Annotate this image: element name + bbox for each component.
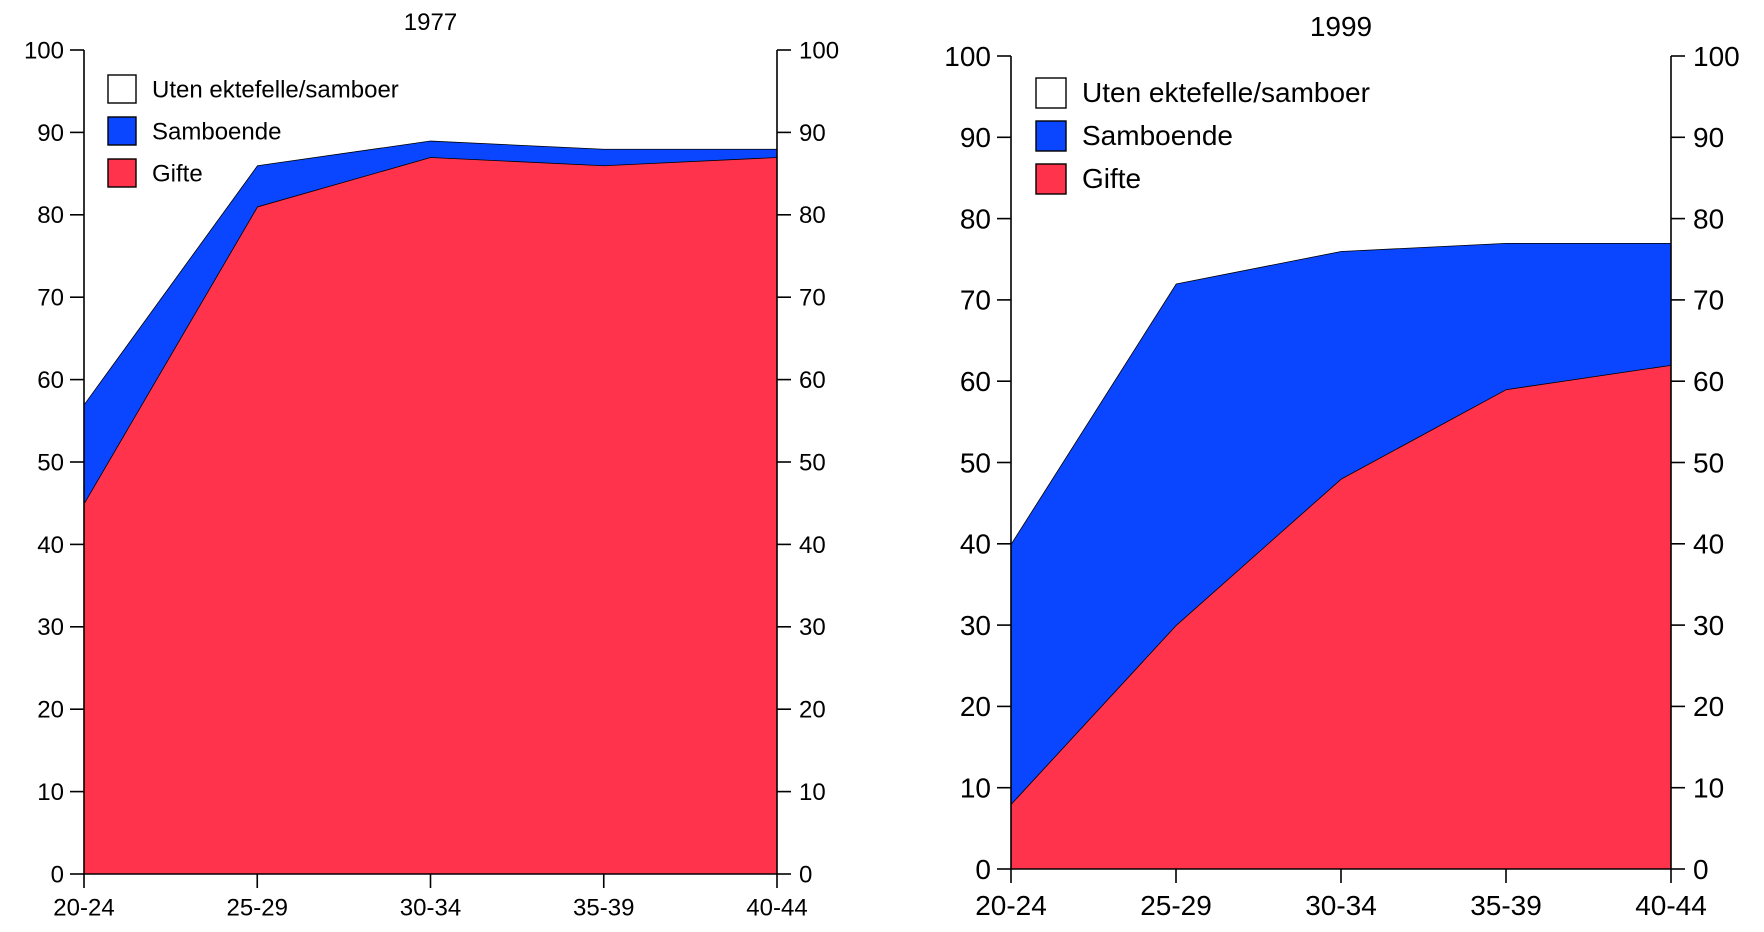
y-tick-label-left: 50 — [37, 449, 64, 476]
y-tick-label-right: 70 — [799, 285, 826, 312]
legend-swatch — [1035, 120, 1067, 152]
x-tick-label: 35-39 — [573, 895, 634, 922]
y-tick-label-left: 70 — [37, 285, 64, 312]
y-tick-label-right: 40 — [1693, 529, 1724, 560]
area-uten-ektefelle-samboer — [1011, 56, 1671, 544]
area-uten-ektefelle-samboer — [84, 50, 777, 405]
y-tick-label-left: 20 — [960, 691, 991, 722]
legend-swatch — [1035, 77, 1067, 109]
y-tick-label-right: 10 — [799, 779, 826, 806]
y-tick-label-right: 20 — [799, 697, 826, 724]
y-tick-label-left: 0 — [51, 861, 64, 888]
chart-title: 1977 — [404, 9, 457, 36]
x-tick-label: 20-24 — [53, 895, 114, 922]
y-tick-label-right: 90 — [799, 120, 826, 147]
y-tick-label-left: 90 — [37, 120, 64, 147]
x-tick-label: 25-29 — [227, 895, 288, 922]
y-tick-label-left: 10 — [960, 773, 991, 804]
y-tick-label-left: 100 — [944, 41, 991, 72]
x-tick-label: 35-39 — [1470, 890, 1542, 921]
y-tick-label-right: 80 — [799, 202, 826, 229]
y-tick-label-right: 0 — [1693, 854, 1709, 885]
legend-swatch — [1035, 163, 1067, 195]
y-tick-label-right: 100 — [799, 37, 839, 64]
area-gifte — [1011, 364, 1671, 869]
y-tick-label-right: 0 — [799, 861, 812, 888]
y-tick-label-left: 50 — [960, 447, 991, 478]
y-tick-label-right: 100 — [1693, 41, 1740, 72]
y-tick-label-left: 20 — [37, 697, 64, 724]
area-samboende — [1011, 242, 1671, 804]
y-tick-label-left: 80 — [37, 202, 64, 229]
legend-label: Uten ektefelle/samboer — [152, 76, 399, 103]
y-tick-label-right: 10 — [1693, 773, 1724, 804]
legend-label: Gifte — [1082, 163, 1141, 194]
area-gifte — [84, 157, 777, 874]
legend-label: Samboende — [152, 118, 281, 145]
y-tick-label-left: 60 — [37, 367, 64, 394]
x-tick-label: 40-44 — [746, 895, 807, 922]
y-tick-label-left: 100 — [24, 37, 64, 64]
x-tick-label: 30-34 — [1305, 890, 1377, 921]
y-tick-label-left: 40 — [37, 532, 64, 559]
legend-label: Samboende — [1082, 120, 1233, 151]
y-tick-label-right: 40 — [799, 532, 826, 559]
y-tick-label-left: 70 — [960, 285, 991, 316]
y-tick-label-left: 30 — [37, 614, 64, 641]
y-tick-label-right: 30 — [1693, 610, 1724, 641]
legend-swatch — [107, 74, 137, 104]
y-tick-label-right: 80 — [1693, 203, 1724, 234]
y-tick-label-right: 60 — [799, 367, 826, 394]
y-tick-label-right: 70 — [1693, 285, 1724, 316]
legend-swatch — [107, 116, 137, 146]
x-tick-label: 40-44 — [1635, 890, 1707, 921]
x-tick-label: 30-34 — [400, 895, 461, 922]
legend-label: Gifte — [152, 160, 203, 187]
y-tick-label-left: 10 — [37, 779, 64, 806]
legend-swatch — [107, 158, 137, 188]
y-tick-label-left: 40 — [960, 529, 991, 560]
y-tick-label-right: 90 — [1693, 122, 1724, 153]
y-tick-label-left: 90 — [960, 122, 991, 153]
y-tick-label-right: 20 — [1693, 691, 1724, 722]
x-tick-label: 25-29 — [1140, 890, 1212, 921]
panel-1977: 0 0 10 10 20 20 30 30 40 40 50 50 60 60 70 70 80 80 90 90 10… — [24, 9, 839, 922]
y-tick-label-left: 0 — [975, 854, 991, 885]
y-tick-label-right: 30 — [799, 614, 826, 641]
legend-label: Uten ektefelle/samboer — [1082, 77, 1370, 108]
y-tick-label-left: 80 — [960, 203, 991, 234]
y-tick-label-right: 50 — [799, 449, 826, 476]
y-tick-label-right: 60 — [1693, 366, 1724, 397]
y-tick-label-right: 50 — [1693, 447, 1724, 478]
y-tick-label-left: 30 — [960, 610, 991, 641]
y-tick-label-left: 60 — [960, 366, 991, 397]
chart-title: 1999 — [1310, 11, 1372, 42]
panel-1999: 0 0 10 10 20 20 30 30 40 40 50 50 60 60 70 70 80 80 90 90 10… — [944, 11, 1739, 921]
x-tick-label: 20-24 — [975, 890, 1047, 921]
